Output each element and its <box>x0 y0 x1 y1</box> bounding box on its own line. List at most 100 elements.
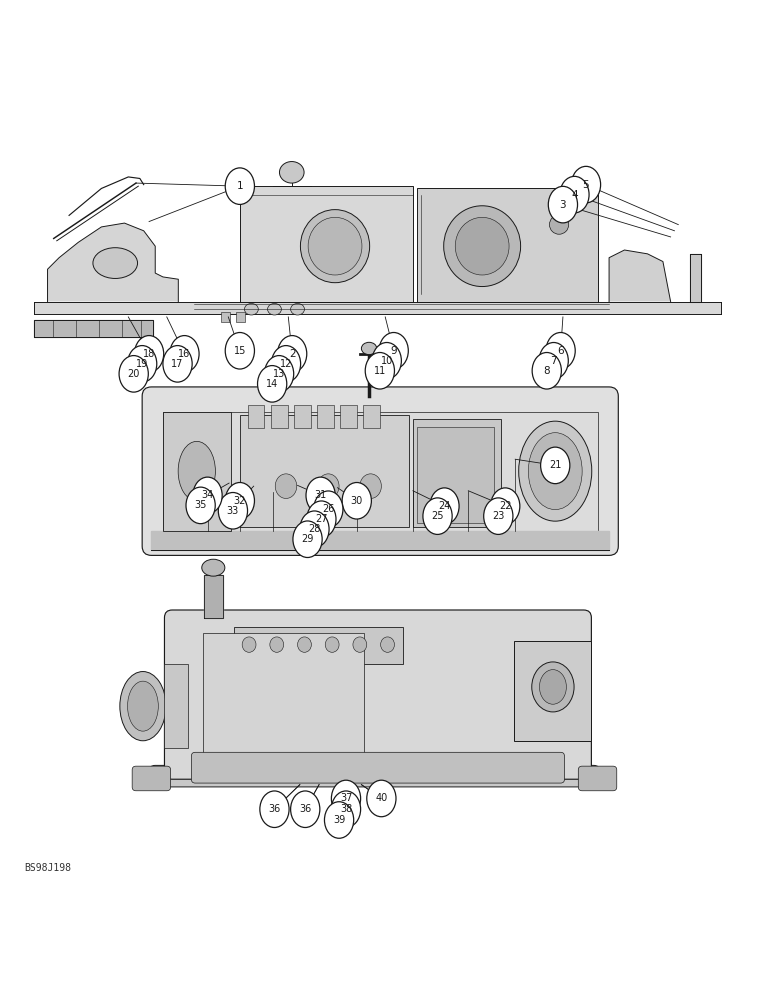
Polygon shape <box>34 302 720 314</box>
Ellipse shape <box>455 217 509 275</box>
Ellipse shape <box>279 162 304 183</box>
Ellipse shape <box>540 670 567 704</box>
Ellipse shape <box>528 433 582 510</box>
Text: 26: 26 <box>322 504 334 514</box>
Polygon shape <box>48 223 178 302</box>
Ellipse shape <box>365 353 394 389</box>
Bar <box>271 405 287 428</box>
Bar <box>236 312 245 322</box>
Bar <box>514 641 591 741</box>
Text: 31: 31 <box>314 490 327 500</box>
Ellipse shape <box>532 662 574 712</box>
Ellipse shape <box>308 217 362 275</box>
Text: 27: 27 <box>315 514 327 524</box>
Text: 14: 14 <box>266 379 278 389</box>
Text: 28: 28 <box>308 524 320 534</box>
Polygon shape <box>609 250 671 302</box>
Ellipse shape <box>225 168 255 204</box>
Ellipse shape <box>290 303 304 315</box>
Ellipse shape <box>325 637 339 652</box>
Ellipse shape <box>540 447 570 484</box>
Ellipse shape <box>423 498 452 534</box>
Ellipse shape <box>342 483 371 519</box>
Ellipse shape <box>360 474 381 498</box>
Ellipse shape <box>134 336 164 372</box>
FancyBboxPatch shape <box>191 752 564 783</box>
Text: 5: 5 <box>583 180 589 190</box>
Ellipse shape <box>268 303 281 315</box>
Text: 40: 40 <box>375 793 388 803</box>
Bar <box>363 405 380 428</box>
Text: 32: 32 <box>234 496 246 506</box>
Text: 17: 17 <box>171 359 184 369</box>
Ellipse shape <box>93 248 137 278</box>
Polygon shape <box>34 320 153 337</box>
Text: 33: 33 <box>227 506 239 516</box>
Text: 16: 16 <box>178 349 191 359</box>
Ellipse shape <box>300 210 370 283</box>
Bar <box>317 405 334 428</box>
Ellipse shape <box>379 333 408 369</box>
FancyBboxPatch shape <box>149 765 600 787</box>
Ellipse shape <box>546 333 575 369</box>
Text: 20: 20 <box>127 369 140 379</box>
Ellipse shape <box>258 366 286 402</box>
Bar <box>163 412 598 531</box>
Polygon shape <box>151 531 609 550</box>
FancyBboxPatch shape <box>578 766 617 791</box>
Text: 6: 6 <box>557 346 564 356</box>
Ellipse shape <box>560 176 589 213</box>
Bar <box>417 427 493 523</box>
Ellipse shape <box>550 215 569 234</box>
Text: 12: 12 <box>279 359 292 369</box>
Polygon shape <box>204 575 222 618</box>
Ellipse shape <box>361 342 377 355</box>
Ellipse shape <box>372 343 401 379</box>
Ellipse shape <box>265 356 293 392</box>
Ellipse shape <box>306 477 335 514</box>
Bar <box>234 627 403 664</box>
Ellipse shape <box>331 780 361 817</box>
Text: 15: 15 <box>234 346 246 356</box>
FancyBboxPatch shape <box>164 610 591 779</box>
Text: 18: 18 <box>143 349 155 359</box>
Text: 11: 11 <box>374 366 386 376</box>
Text: 24: 24 <box>438 501 451 511</box>
Ellipse shape <box>367 780 396 817</box>
Ellipse shape <box>548 186 577 223</box>
Ellipse shape <box>297 637 311 652</box>
Ellipse shape <box>260 791 289 827</box>
Ellipse shape <box>163 346 192 382</box>
Ellipse shape <box>225 333 255 369</box>
Text: 21: 21 <box>549 460 561 470</box>
Ellipse shape <box>306 501 336 537</box>
Text: 30: 30 <box>350 496 363 506</box>
Text: 39: 39 <box>333 815 345 825</box>
Text: 8: 8 <box>543 366 550 376</box>
Ellipse shape <box>317 474 339 498</box>
Text: 2: 2 <box>289 349 296 359</box>
Ellipse shape <box>430 488 459 524</box>
Bar <box>340 405 357 428</box>
Text: 1: 1 <box>236 181 243 191</box>
Ellipse shape <box>178 441 215 501</box>
Ellipse shape <box>245 303 259 315</box>
Text: 25: 25 <box>432 511 444 521</box>
Ellipse shape <box>331 791 361 827</box>
Bar <box>164 664 188 748</box>
Text: 7: 7 <box>550 356 557 366</box>
Text: BS98J198: BS98J198 <box>25 863 72 873</box>
Ellipse shape <box>270 637 283 652</box>
Ellipse shape <box>242 637 256 652</box>
Text: 19: 19 <box>136 359 148 369</box>
Text: 13: 13 <box>273 369 285 379</box>
Ellipse shape <box>278 336 306 372</box>
Ellipse shape <box>539 343 568 379</box>
Ellipse shape <box>276 474 296 498</box>
Ellipse shape <box>201 559 225 576</box>
Ellipse shape <box>313 491 343 527</box>
Ellipse shape <box>300 511 329 547</box>
Text: 10: 10 <box>381 356 393 366</box>
Bar <box>240 415 409 527</box>
Text: 9: 9 <box>391 346 397 356</box>
